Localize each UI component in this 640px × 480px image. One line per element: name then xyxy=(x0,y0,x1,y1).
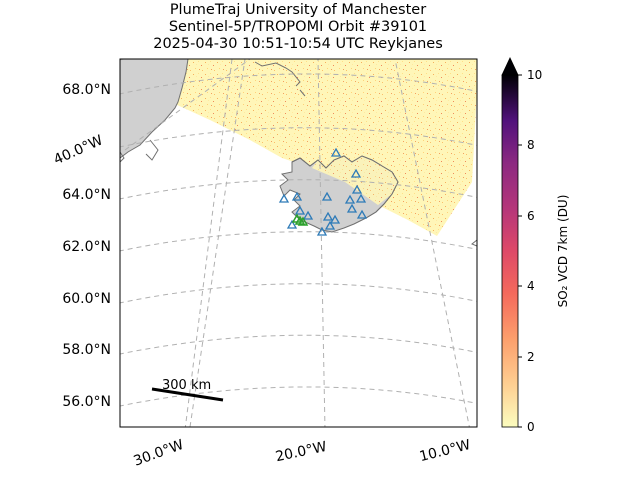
lon-label-10: 10.0°W xyxy=(418,437,472,465)
colorbar-tick-2: 2 xyxy=(527,350,535,364)
longitude-gridlines xyxy=(124,59,470,427)
latitude-gridlines xyxy=(120,59,477,407)
lon-label-40: 40.0°W xyxy=(51,132,105,168)
scale-bar xyxy=(151,387,224,402)
lat-label-56: 56.0°N xyxy=(62,394,111,410)
volcano-markers xyxy=(278,147,368,236)
satellite-swath xyxy=(175,59,477,236)
scale-bar-label: 300 km xyxy=(162,378,211,393)
colorbar-gradient xyxy=(501,74,519,428)
colorbar-tick-0: 0 xyxy=(527,420,535,434)
colorbar-tick-4: 4 xyxy=(527,279,535,293)
lat-label-64: 64.0°N xyxy=(62,187,111,203)
title-line-1: PlumeTraj University of Manchester xyxy=(170,2,426,18)
title-line-3: 2025-04-30 10:51-10:54 UTC Reykjanes xyxy=(153,36,443,52)
title-line-2: Sentinel-5P/TROPOMI Orbit #39101 xyxy=(169,19,427,35)
lat-label-58: 58.0°N xyxy=(62,342,111,358)
colorbar-tick-10: 10 xyxy=(527,68,542,82)
greenland-landmass xyxy=(120,59,189,159)
swath-over-iceland xyxy=(312,156,398,205)
colorbar-tick-8: 8 xyxy=(527,138,535,152)
greenland-coast-detail xyxy=(120,139,159,163)
colorbar-extend-arrow xyxy=(501,57,519,76)
lat-label-60: 60.0°N xyxy=(62,291,111,307)
lat-label-62: 62.0°N xyxy=(62,239,111,255)
colorbar-tick-6: 6 xyxy=(527,209,535,223)
colorbar-ticks xyxy=(518,74,522,428)
map-panel xyxy=(120,59,477,427)
colorbar-label: SO₂ VCD 7km (DU) xyxy=(556,195,570,308)
active-volcano-markers xyxy=(291,213,309,226)
coast-fragment xyxy=(254,61,306,97)
lon-label-20: 20.0°W xyxy=(274,439,328,465)
colorbar: 0 2 4 6 8 10 SO₂ VCD 7km (DU) xyxy=(501,57,570,434)
coast-fragment-east xyxy=(471,239,477,247)
lat-label-68: 68.0°N xyxy=(62,82,111,98)
lon-label-30: 30.0°W xyxy=(131,437,185,470)
map-frame xyxy=(119,58,478,428)
iceland-coast-outline xyxy=(291,155,399,219)
